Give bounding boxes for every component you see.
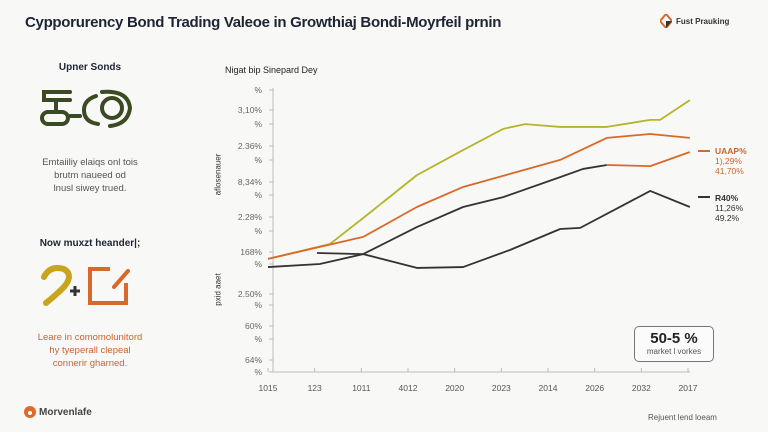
- right-label-line: 41,70%: [715, 166, 744, 176]
- kpi-value: 50-5 %: [650, 330, 698, 347]
- logo: Morvenlafe: [24, 406, 92, 418]
- x-tick-label: 1015: [258, 383, 278, 393]
- y-tick-label: %: [254, 259, 262, 269]
- right-label-line: UAAP%: [715, 146, 747, 156]
- text-line: connerir gharned.: [52, 358, 128, 369]
- x-tick-label: 2026: [585, 383, 605, 393]
- bond-chain-icon: [40, 89, 133, 128]
- right-label-line: 1),29%: [715, 156, 742, 166]
- kpi-box: 50-5 % market l vorkes: [634, 326, 714, 362]
- x-tick-label: 1011: [352, 383, 371, 393]
- x-tick-label: 4012: [398, 383, 418, 393]
- y-tick-label: %: [254, 226, 262, 236]
- y-tick-label: 64%: [244, 355, 262, 365]
- section2-heading: Now muxzt heander|;: [39, 238, 141, 249]
- right-label-line: 11,26%: [715, 203, 744, 213]
- text-line: Leare in comomolunitord: [37, 332, 143, 343]
- right-label-line: R40%: [715, 193, 739, 203]
- diamond-star-icon: [660, 14, 672, 28]
- y-tick-label: %: [254, 119, 262, 129]
- brand-label: Fust Prauking: [676, 16, 730, 26]
- page-title: Cypporurency Bond Trading Valeoe in Grow…: [25, 14, 502, 31]
- y-tick-label: 2.36%: [237, 141, 262, 151]
- x-tick-label: 2023: [491, 383, 511, 393]
- chart-subtitle: Nigat bip Sinepard Dey: [225, 65, 318, 75]
- y-tick-label: %: [254, 85, 262, 95]
- section1-text: Emtaiiliy elaiqs onl tois brutm naueed o…: [0, 156, 180, 195]
- section2-text: Leare in comomolunitord hy tyeperall cle…: [0, 331, 180, 370]
- x-tick-label: 123: [307, 383, 322, 393]
- y-tick-label: %: [254, 334, 262, 344]
- right-label-orange: UAAP% 1),29% 41,70%: [715, 146, 747, 176]
- text-line: hy tyeperall clepeal: [49, 345, 131, 356]
- y-tick-label: %: [254, 155, 262, 165]
- x-tick-label: 2017: [678, 383, 698, 393]
- right-label-dark: R40% 11,26% 49.2%: [715, 193, 743, 223]
- y-tick-label: 168%: [240, 247, 262, 257]
- y-tick-label: 8,34%: [237, 177, 262, 187]
- logo-icon: [24, 406, 36, 418]
- brand: Fust Prauking: [660, 14, 729, 28]
- series-line-1: [267, 133, 690, 260]
- section1-heading: Upner Sonds: [58, 62, 122, 73]
- y-tick-label: 3,10%: [237, 105, 262, 115]
- x-tick-label: 2014: [538, 383, 558, 393]
- y-tick-label: 60%: [244, 321, 262, 331]
- logo-label: Morvenlafe: [39, 406, 92, 418]
- y-tick-label: 2.28%: [237, 212, 262, 222]
- x-tick-label: 2032: [631, 383, 651, 393]
- y-tick-label: 2.50%: [237, 289, 262, 299]
- text-line: lnusl siwey trued.: [53, 183, 127, 194]
- text-line: Emtaiiliy elaiqs onl tois: [42, 157, 138, 168]
- series-line-2: [267, 164, 607, 268]
- text-line: brutm naueed od: [54, 170, 126, 181]
- hook-plus-box-icon: [41, 265, 130, 306]
- series-line-0: [267, 99, 691, 260]
- y-tick-label: %: [254, 300, 262, 310]
- y-tick-label: %: [254, 367, 262, 377]
- footer-note: Rejuent lend loeam: [648, 413, 717, 422]
- kpi-label: market l vorkes: [646, 347, 702, 356]
- x-tick-label: 2020: [445, 383, 465, 393]
- right-label-line: 49.2%: [715, 213, 740, 223]
- series-line-3: [606, 151, 691, 168]
- y-tick-label: %: [254, 190, 262, 200]
- series-line-4: [316, 190, 691, 269]
